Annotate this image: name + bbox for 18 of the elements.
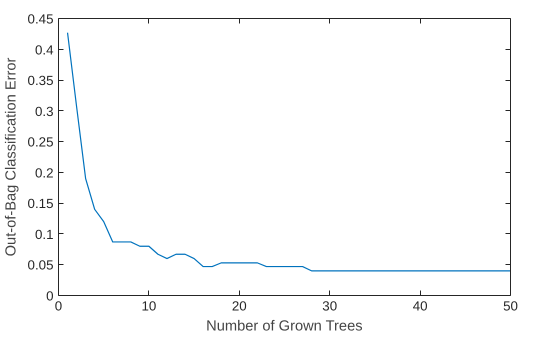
line-series (66, 32, 510, 272)
x-tick-label: 10 (141, 298, 156, 314)
y-tick-label: 0.4 (34, 42, 54, 58)
y-tick-label: 0.15 (28, 196, 54, 212)
y-tick-label: 0.25 (28, 134, 54, 150)
x-tick-label: 40 (412, 298, 428, 314)
y-tick-label: 0.1 (34, 226, 54, 242)
x-tick-label: 30 (322, 298, 338, 314)
x-tick-label: 50 (503, 298, 518, 314)
y-tick-label: 0.2 (34, 165, 54, 180)
y-tick-label: 0.45 (28, 12, 54, 26)
y-tick-label: 0.05 (28, 258, 54, 273)
y-tick-label: 0.35 (28, 73, 54, 88)
y-tick-label: 0.3 (34, 104, 54, 119)
x-tick-label: 20 (232, 298, 247, 314)
x-axis-title: Number of Grown Trees (206, 318, 363, 334)
y-tick-label: 0 (46, 288, 54, 304)
y-axis-title: Out-of-Bag Classification Error (4, 58, 20, 256)
